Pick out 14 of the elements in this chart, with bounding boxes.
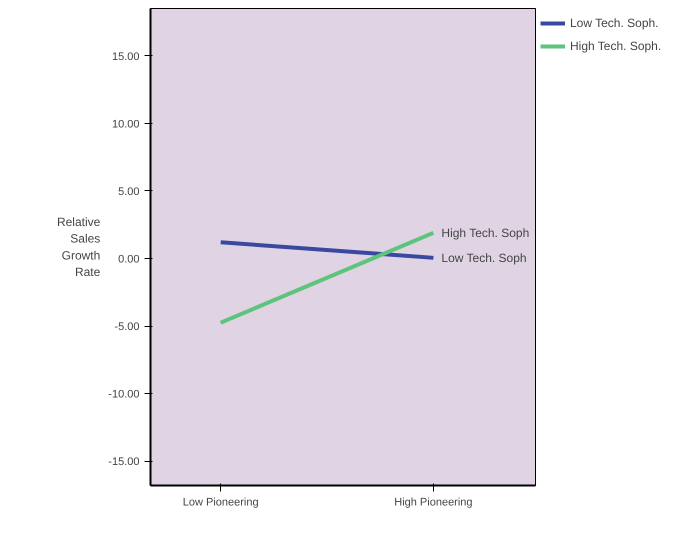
y-tick-label: 15.00: [112, 50, 140, 63]
legend-label: Low Tech. Soph.: [570, 16, 659, 30]
annotation: Low Tech. Soph: [441, 250, 527, 265]
x-tick-label: Low Pioneering: [182, 496, 259, 508]
y-tick-label: 0.00: [118, 253, 140, 266]
y-tick-label: -10.00: [108, 388, 140, 401]
annotation: High Tech. Soph: [441, 226, 530, 240]
y-tick-label: -5.00: [114, 321, 140, 334]
y-tick-label: 10.00: [112, 118, 140, 130]
x-tick-label: High Pioneering: [394, 496, 473, 508]
legend-label: High Tech. Soph.: [570, 39, 662, 53]
y-axis-title: Relative Sales Growth Rate: [56, 214, 101, 280]
y-tick-label: -15.00: [108, 456, 140, 468]
y-tick-label: 5.00: [118, 186, 140, 198]
